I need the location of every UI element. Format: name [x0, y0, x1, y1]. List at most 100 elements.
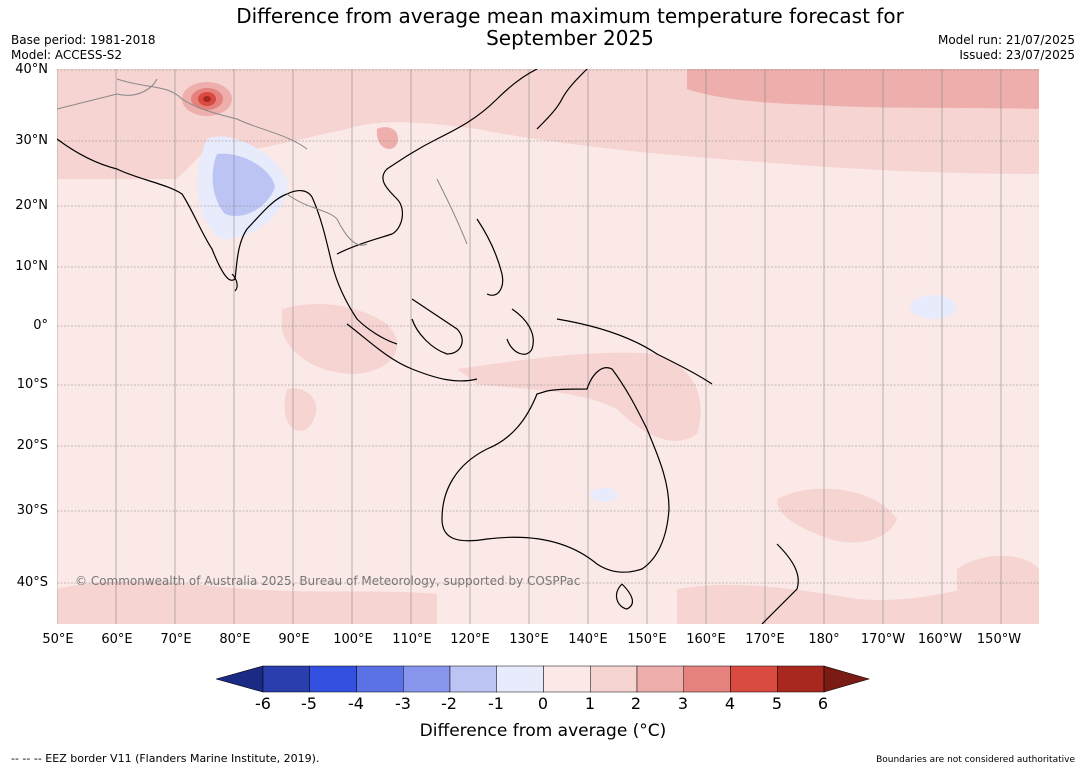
- anomaly-band-southern-ocean: [57, 581, 437, 624]
- chart-title: Difference from average mean maximum tem…: [170, 5, 970, 49]
- lat-label: 30°N: [15, 133, 48, 148]
- model-run: Model run: 21/07/2025: [937, 33, 1075, 47]
- meta-left: Base period: 1981-2018 Model: ACCESS-S2: [11, 33, 156, 63]
- meta-right: Model run: 21/07/2025 Issued: 23/07/2025: [938, 33, 1075, 63]
- colorbar-segment: [777, 665, 825, 693]
- colorbar-tick: 4: [724, 694, 736, 713]
- border-central-asia: [116, 78, 308, 150]
- anomaly-band-southern-pacific: [677, 574, 1039, 624]
- colorbar-segment: [449, 665, 497, 693]
- anomaly-patch-maritime: [457, 352, 701, 441]
- colorbar-tick: -4: [348, 694, 364, 713]
- map-panel: © Commonwealth of Australia 2025, Bureau…: [57, 69, 1039, 624]
- colorbar-segment: [262, 665, 310, 693]
- colorbar-segment: [309, 665, 357, 693]
- colorbar-extend-high: [823, 665, 870, 693]
- colorbar-label: Difference from average (°C): [419, 721, 667, 741]
- lon-label: 140°E: [568, 632, 608, 647]
- anomaly-negative-india-core: [212, 153, 275, 216]
- lat-label: 40°N: [15, 62, 48, 77]
- colorbar-tick: -6: [255, 694, 271, 713]
- lat-label: 10°N: [15, 259, 48, 274]
- coast-new-zealand: [761, 543, 799, 624]
- meridians: [57, 69, 1002, 624]
- anomaly-patch-south-pacific: [957, 555, 1039, 609]
- border-middle-east: [57, 78, 158, 110]
- colorbar-tick: 5: [771, 694, 783, 713]
- coast-australia: [441, 367, 670, 573]
- lon-label: 60°E: [101, 632, 133, 647]
- colorbar-extend-low: [216, 665, 264, 693]
- colorbar-tick: -3: [395, 694, 411, 713]
- lat-label: 30°S: [16, 503, 48, 518]
- lon-label: 120°E: [450, 632, 490, 647]
- colorbar-tick: 0: [537, 694, 549, 713]
- base-period: Base period: 1981-2018: [11, 33, 156, 47]
- issued-date: Issued: 23/07/2025: [959, 48, 1075, 62]
- lon-label: 180°: [808, 632, 840, 647]
- colorbar-tick: 6: [817, 694, 829, 713]
- lon-label: 160°E: [686, 632, 726, 647]
- coast-south-asia: [57, 138, 313, 281]
- coast-sulawesi: [506, 308, 534, 355]
- lon-label: 170°E: [745, 632, 785, 647]
- coast-sri-lanka: [231, 273, 238, 292]
- title-line-1: Difference from average mean maximum tem…: [236, 4, 904, 28]
- border-indochina: [286, 193, 368, 246]
- anomaly-band-north-pacific: [687, 69, 1039, 109]
- country-borders: [57, 78, 468, 246]
- lon-label: 150°W: [976, 632, 1022, 647]
- colorbar: [216, 665, 870, 693]
- coast-japan: [536, 69, 588, 130]
- anomaly-patch-tasman: [777, 488, 897, 543]
- colorbar-segment: [590, 665, 638, 693]
- lon-label: 90°E: [278, 632, 310, 647]
- coast-philippines: [476, 218, 504, 296]
- map-svg: © Commonwealth of Australia 2025, Bureau…: [57, 69, 1039, 624]
- disclaimer: Boundaries are not considered authoritat…: [876, 755, 1075, 765]
- coast-tasmania: [615, 583, 634, 610]
- anomaly-patch-indian-ocean: [282, 304, 397, 374]
- eez-note: -- -- -- EEZ border V11 (Flanders Marine…: [11, 752, 320, 765]
- anomaly-patch-west-australia-ocean: [284, 388, 317, 431]
- lon-label: 130°E: [509, 632, 549, 647]
- coast-sumatra-java: [346, 323, 478, 382]
- anomaly-hotspot-core: [203, 96, 211, 102]
- lon-label: 110°E: [392, 632, 432, 647]
- anomaly-negative-central-australia: [590, 488, 618, 502]
- graticule: [57, 69, 1039, 584]
- colorbar-segment: [543, 665, 591, 693]
- colorbar-tick: 1: [584, 694, 596, 713]
- title-line-2: September 2025: [486, 26, 654, 50]
- lat-label: 20°N: [15, 198, 48, 213]
- copyright-notice: © Commonwealth of Australia 2025, Bureau…: [75, 574, 580, 588]
- lat-label: 0°: [33, 318, 48, 333]
- coast-borneo: [411, 298, 463, 355]
- colorbar-segment: [356, 665, 404, 693]
- anomaly-patch-tibet: [376, 127, 398, 149]
- coastlines: [57, 69, 799, 624]
- lon-label: 160°W: [917, 632, 963, 647]
- coast-myanmar-malaya: [311, 196, 398, 345]
- colorbar-tick: -5: [301, 694, 317, 713]
- colorbar-segment: [730, 665, 778, 693]
- lat-label: 10°S: [16, 377, 48, 392]
- anomaly-negative-central-pacific: [910, 295, 956, 319]
- colorbar-tick: -1: [488, 694, 504, 713]
- coast-new-guinea: [556, 318, 713, 385]
- model-name: Model: ACCESS-S2: [11, 48, 123, 62]
- lon-label: 150°E: [627, 632, 667, 647]
- colorbar-tick: 2: [630, 694, 642, 713]
- colorbar-tick: 3: [677, 694, 689, 713]
- colorbar-segment: [403, 665, 451, 693]
- colorbar-segment: [683, 665, 731, 693]
- lon-label: 70°E: [160, 632, 192, 647]
- colorbar-segment: [496, 665, 544, 693]
- border-china-vietnam: [436, 178, 468, 245]
- lon-label: 170°W: [860, 632, 906, 647]
- lat-label: 40°S: [16, 575, 48, 590]
- colorbar-segments: [216, 665, 870, 693]
- lat-label: 20°S: [16, 438, 48, 453]
- coast-east-asia: [336, 69, 538, 255]
- lon-label: 100°E: [333, 632, 373, 647]
